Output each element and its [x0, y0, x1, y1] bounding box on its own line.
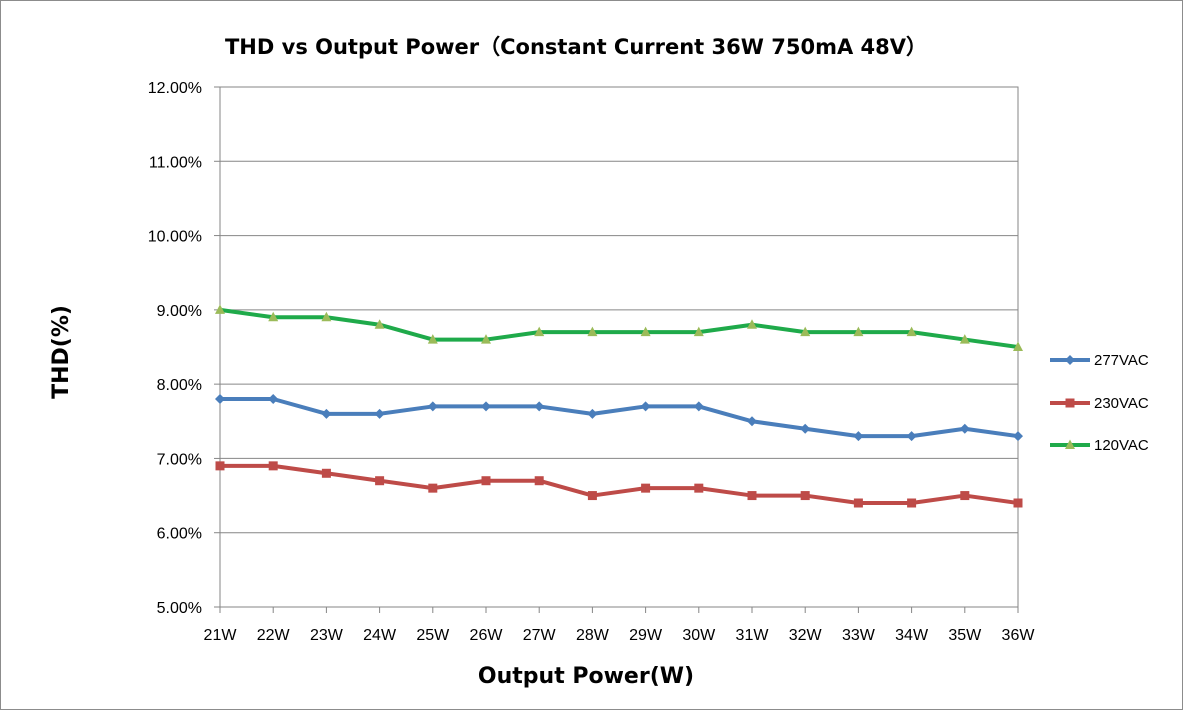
legend-marker [1065, 439, 1075, 449]
data-point [321, 311, 332, 322]
data-point [427, 401, 438, 412]
data-point [694, 483, 704, 493]
y-tick-label: 7.00% [157, 451, 202, 468]
data-point [374, 408, 385, 419]
data-point [268, 394, 279, 404]
data-point [747, 491, 757, 501]
data-point [534, 476, 544, 486]
data-point [481, 334, 491, 344]
legend-label: 120VAC [1094, 437, 1149, 454]
data-point [321, 468, 331, 478]
legend-item: 277VAC [1050, 352, 1149, 369]
data-point [747, 416, 757, 427]
x-tick-label: 30W [682, 627, 716, 644]
data-point [587, 326, 598, 337]
gridlines [214, 86, 1019, 613]
data-point [906, 326, 917, 337]
data-point [800, 491, 810, 501]
plot-border [219, 86, 1019, 608]
x-tick-label: 36W [1002, 627, 1036, 644]
data-point [853, 431, 864, 442]
data-point [534, 401, 545, 412]
data-point [960, 491, 970, 501]
data-point [693, 401, 704, 412]
y-tick-label: 11.00% [149, 154, 202, 171]
data-point [800, 326, 811, 337]
data-point [641, 483, 651, 493]
data-point [693, 326, 704, 337]
series-layer [215, 304, 1023, 508]
y-tick-label: 12.00% [148, 80, 202, 97]
data-point [534, 326, 545, 337]
legend-label: 277VAC [1094, 352, 1149, 369]
x-tick-labels: 21W 22W 23W 24W 25W 26W 27W 28W 29W 30W 31W 32W 33W 3… [204, 627, 1036, 644]
data-point [800, 423, 811, 434]
data-point [747, 319, 757, 329]
data-point [215, 461, 225, 471]
chart-title: THD vs Output Power（Constant Current 36W… [225, 35, 927, 59]
data-point [853, 326, 864, 337]
x-tick-label: 33W [842, 627, 876, 644]
data-point [906, 431, 917, 442]
data-point [640, 401, 651, 412]
data-point [1013, 498, 1023, 508]
data-point [640, 326, 651, 337]
data-point [481, 476, 491, 486]
x-tick-label: 32W [789, 627, 823, 644]
series-line [220, 463, 1019, 505]
data-point [481, 401, 491, 412]
series-230VAC [215, 461, 1023, 508]
y-tick-label: 8.00% [157, 377, 202, 394]
series-line [219, 307, 1019, 349]
data-point [959, 423, 970, 434]
x-tick-label: 25W [416, 627, 450, 644]
x-tick-label: 28W [576, 627, 610, 644]
data-point [853, 498, 863, 508]
data-point [375, 476, 385, 486]
data-point [268, 311, 279, 322]
x-tick-label: 26W [470, 627, 504, 644]
y-axis-label: THD(%) [49, 305, 74, 399]
y-tick-label: 6.00% [157, 526, 202, 543]
x-tick-label: 21W [204, 627, 238, 644]
data-point [959, 334, 970, 344]
legend-label: 230VAC [1094, 395, 1149, 412]
series-277VAC [215, 394, 1023, 442]
x-tick-label: 23W [310, 627, 344, 644]
x-tick-label: 35W [948, 627, 982, 644]
data-point [374, 319, 385, 329]
data-point [428, 483, 438, 493]
data-point [427, 334, 438, 344]
y-tick-label: 5.00% [157, 600, 202, 617]
legend-item: 230VAC [1050, 395, 1149, 412]
x-tick-label: 34W [895, 627, 929, 644]
data-point [587, 408, 598, 419]
data-point [321, 408, 332, 419]
x-tick-label: 27W [523, 627, 557, 644]
x-tick-label: 31W [736, 627, 770, 644]
legend-marker [1065, 398, 1075, 408]
data-point [1013, 431, 1023, 442]
data-point [215, 304, 225, 314]
x-axis-label: Output Power(W) [478, 664, 694, 689]
y-tick-label: 10.00% [148, 229, 202, 246]
data-point [215, 394, 225, 404]
legend: 277VAC 230VAC 120VAC [1050, 352, 1149, 454]
series-line [220, 397, 1019, 439]
data-point [907, 498, 917, 508]
x-tick-label: 24W [363, 627, 397, 644]
x-tick-label: 29W [629, 627, 663, 644]
x-tick-label: 22W [257, 627, 291, 644]
legend-marker [1065, 355, 1075, 365]
series-120VAC [215, 304, 1023, 351]
y-tick-label: 9.00% [157, 303, 202, 320]
y-tick-labels: 5.00% 6.00% 7.00% 8.00% 9.00% 10.00% 11.00% 12.… [148, 80, 202, 617]
data-point [1013, 341, 1023, 351]
data-point [587, 491, 597, 501]
plot-area: 5.00% 6.00% 7.00% 8.00% 9.00% 10.00% 11.00% 12.… [148, 80, 1036, 644]
data-point [268, 461, 278, 471]
legend-item: 120VAC [1050, 437, 1149, 454]
